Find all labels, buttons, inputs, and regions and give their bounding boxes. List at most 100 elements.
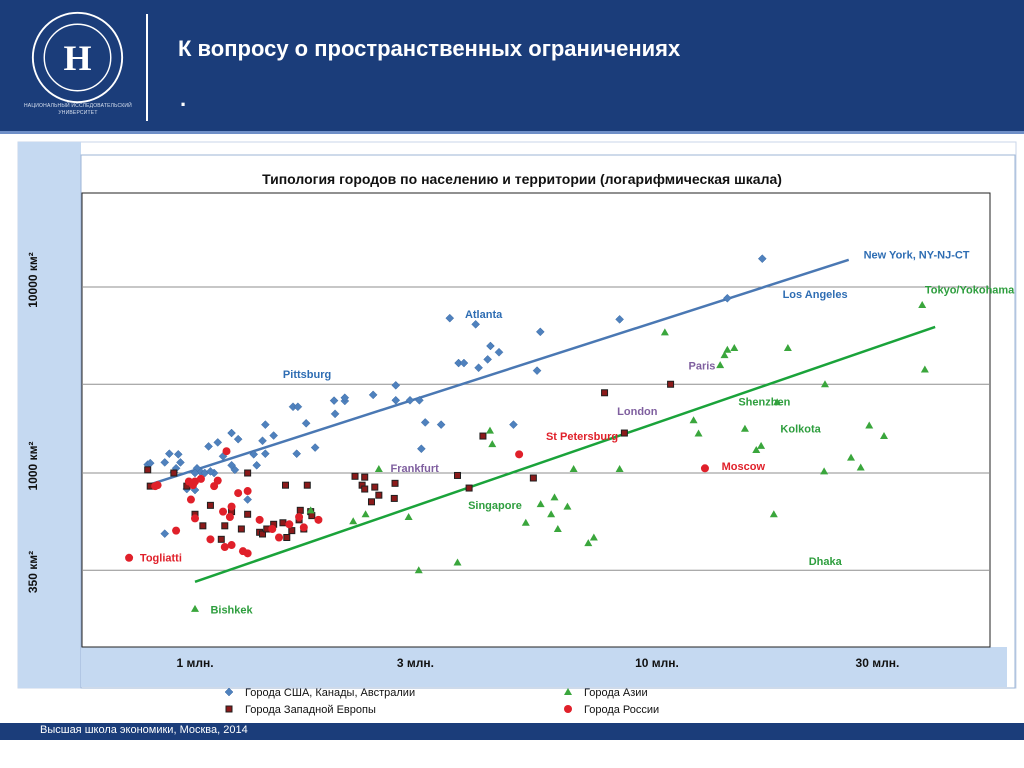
plot-area bbox=[81, 192, 991, 648]
asia-point bbox=[752, 445, 761, 453]
usa-point bbox=[483, 355, 493, 364]
russia-point bbox=[206, 535, 215, 544]
usa-point bbox=[258, 436, 267, 446]
russia-point bbox=[227, 541, 236, 550]
europe-point bbox=[620, 429, 628, 437]
city-label: Atlanta bbox=[465, 309, 503, 321]
usa-point bbox=[474, 363, 483, 373]
usa-point bbox=[301, 418, 311, 428]
usa-point bbox=[243, 495, 252, 504]
legend-marker-asia bbox=[564, 688, 572, 695]
usa-point bbox=[164, 449, 174, 459]
svg-text:Н: Н bbox=[63, 38, 91, 78]
asia-point bbox=[374, 465, 383, 473]
city-label: Moscow bbox=[722, 461, 766, 473]
usa-point bbox=[269, 431, 279, 440]
city-label: Paris bbox=[689, 361, 716, 373]
x-tick-label: 3 млн. bbox=[397, 656, 434, 670]
usa-point bbox=[494, 347, 504, 357]
asia-point bbox=[773, 398, 782, 406]
asia-point bbox=[404, 513, 413, 521]
city-label: Frankfurt bbox=[391, 463, 440, 475]
asia-point bbox=[536, 500, 545, 508]
asia-point bbox=[783, 343, 792, 351]
legend-marker-usa bbox=[224, 687, 234, 697]
europe-point bbox=[170, 469, 178, 477]
city-label: Tokyo/Yokohama bbox=[925, 285, 1015, 297]
asia-point bbox=[820, 467, 829, 475]
legend-label: Города Азии bbox=[584, 687, 648, 699]
usa-point bbox=[230, 465, 240, 475]
legend-label: Города России bbox=[584, 704, 659, 716]
legend-marker-russia bbox=[564, 705, 572, 713]
chart-frame bbox=[80, 154, 1016, 689]
europe-point bbox=[361, 485, 369, 493]
russia-point bbox=[213, 476, 222, 485]
footer-text: Высшая школа экономики, Москва, 2014 bbox=[40, 724, 248, 736]
russia-point bbox=[255, 515, 264, 524]
europe-point bbox=[217, 535, 225, 543]
russia-point bbox=[220, 543, 229, 552]
city-label: Dhaka bbox=[809, 556, 843, 568]
asia-point bbox=[485, 426, 494, 434]
europe-point bbox=[367, 498, 375, 506]
russia-point bbox=[125, 553, 134, 562]
usa-point bbox=[405, 395, 415, 405]
asia-point bbox=[769, 510, 778, 518]
asia-point bbox=[349, 517, 358, 525]
usa-point bbox=[261, 420, 270, 429]
usa-point bbox=[391, 395, 401, 405]
asia-point bbox=[361, 510, 370, 518]
asia-point bbox=[553, 524, 562, 532]
russia-point bbox=[285, 520, 294, 529]
usa-point bbox=[509, 420, 518, 429]
usa-point bbox=[261, 449, 270, 459]
usa-point bbox=[213, 438, 223, 447]
europe-point bbox=[237, 525, 245, 533]
asia-point bbox=[918, 301, 927, 309]
asia-point bbox=[740, 424, 749, 432]
usa-point bbox=[486, 341, 495, 351]
usa-point bbox=[723, 293, 732, 303]
usa-point bbox=[252, 460, 262, 470]
usa-point bbox=[310, 443, 320, 452]
europe-point bbox=[244, 469, 252, 477]
europe-point bbox=[308, 512, 316, 520]
usa-point bbox=[204, 442, 213, 451]
russia-point bbox=[700, 464, 709, 473]
europe-point bbox=[279, 519, 287, 527]
asia-point bbox=[589, 533, 598, 541]
asia-point bbox=[723, 345, 732, 353]
russia-point bbox=[227, 502, 236, 511]
asia-point bbox=[547, 510, 556, 518]
outer-frame bbox=[17, 141, 1017, 689]
asia-point bbox=[615, 465, 624, 473]
usa-series bbox=[143, 254, 767, 539]
europe-point bbox=[221, 522, 229, 530]
city-label: London bbox=[617, 406, 658, 418]
usa-point bbox=[329, 396, 339, 405]
europe-point bbox=[144, 466, 152, 474]
russia-point bbox=[515, 450, 524, 459]
europe-point bbox=[199, 522, 207, 530]
usa-point bbox=[330, 409, 340, 419]
usa-point bbox=[368, 390, 378, 400]
asia-point bbox=[414, 566, 423, 574]
city-label: Kolkota bbox=[780, 424, 821, 436]
usa-point bbox=[436, 420, 446, 429]
europe-point bbox=[667, 380, 675, 388]
russia-point bbox=[153, 481, 162, 490]
slide-title: К вопросу о пространственных ограничения… bbox=[178, 36, 681, 61]
city-label: New York, NY-NJ-CT bbox=[864, 250, 970, 262]
russia-point bbox=[184, 477, 193, 486]
usa-point bbox=[471, 319, 480, 329]
russia-point bbox=[191, 477, 199, 486]
city-label: St Petersburg bbox=[546, 431, 618, 443]
asia-point bbox=[689, 416, 698, 424]
usa-point bbox=[445, 313, 455, 323]
europe-point bbox=[206, 501, 214, 509]
europe-point bbox=[259, 530, 267, 538]
asia-point bbox=[660, 328, 669, 336]
usa-point bbox=[233, 434, 243, 444]
